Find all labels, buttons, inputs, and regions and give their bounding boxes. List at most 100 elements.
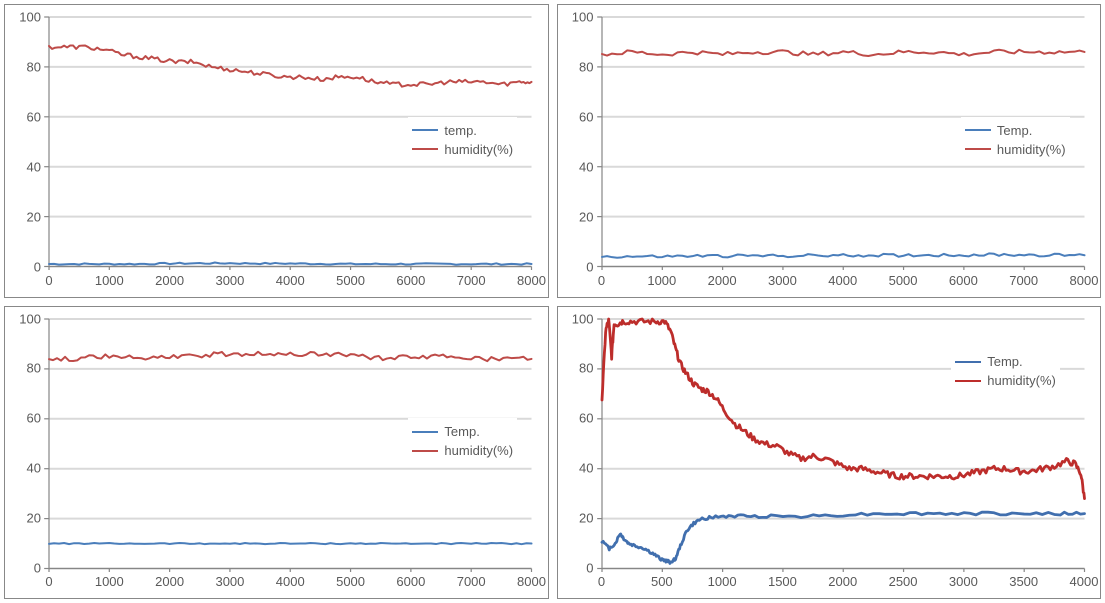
x-tick-label: 1000 bbox=[708, 574, 737, 589]
y-tick-label: 100 bbox=[572, 311, 594, 326]
x-tick-label: 3500 bbox=[1009, 574, 1038, 589]
x-tick-label: 8000 bbox=[517, 574, 546, 589]
legend-item: humidity(%) bbox=[965, 142, 1066, 157]
legend-swatch bbox=[412, 431, 438, 433]
legend-label: Temp. bbox=[444, 424, 479, 439]
y-tick-label: 0 bbox=[586, 259, 593, 274]
x-axis-labels: 010002000300040005000600070008000 bbox=[49, 572, 532, 592]
y-axis-labels: 020406080100 bbox=[568, 319, 598, 569]
legend-label: humidity(%) bbox=[444, 142, 513, 157]
x-tick-label: 8000 bbox=[517, 273, 546, 288]
series-line bbox=[602, 319, 1085, 499]
x-tick-label: 3000 bbox=[215, 273, 244, 288]
y-tick-label: 40 bbox=[579, 461, 593, 476]
legend-item: temp. bbox=[412, 123, 513, 138]
series-line bbox=[602, 512, 1085, 563]
x-tick-label: 5000 bbox=[889, 273, 918, 288]
legend-item: Temp. bbox=[412, 424, 513, 439]
x-axis-labels: 05001000150020002500300035004000 bbox=[602, 572, 1085, 592]
series-line bbox=[49, 351, 532, 360]
x-tick-label: 2500 bbox=[889, 574, 918, 589]
y-tick-label: 20 bbox=[27, 209, 41, 224]
x-tick-label: 3000 bbox=[949, 574, 978, 589]
y-tick-label: 0 bbox=[586, 561, 593, 576]
y-tick-label: 20 bbox=[579, 209, 593, 224]
x-tick-label: 8000 bbox=[1070, 273, 1099, 288]
legend-label: humidity(%) bbox=[987, 373, 1056, 388]
legend-item: Temp. bbox=[965, 123, 1066, 138]
chart-panel-top-left: 0204060801000100020003000400050006000700… bbox=[4, 4, 549, 298]
series-line bbox=[49, 263, 532, 265]
x-tick-label: 0 bbox=[598, 574, 605, 589]
y-tick-label: 20 bbox=[27, 511, 41, 526]
chart-panel-top-right: 0204060801000100020003000400050006000700… bbox=[557, 4, 1102, 298]
charts-grid: 0204060801000100020003000400050006000700… bbox=[4, 4, 1101, 599]
y-axis-labels: 020406080100 bbox=[568, 17, 598, 267]
series-line bbox=[602, 50, 1085, 56]
x-tick-label: 6000 bbox=[396, 574, 425, 589]
y-tick-label: 60 bbox=[579, 411, 593, 426]
x-tick-label: 5000 bbox=[336, 273, 365, 288]
series-line bbox=[49, 542, 532, 543]
legend-swatch bbox=[412, 129, 438, 131]
x-tick-label: 2000 bbox=[708, 273, 737, 288]
x-tick-label: 4000 bbox=[276, 273, 305, 288]
legend-label: Temp. bbox=[987, 354, 1022, 369]
legend-swatch bbox=[965, 129, 991, 131]
legend: Temp. humidity(%) bbox=[961, 117, 1070, 163]
legend: Temp. humidity(%) bbox=[408, 418, 517, 464]
x-tick-label: 4000 bbox=[1070, 574, 1099, 589]
legend-item: humidity(%) bbox=[412, 142, 513, 157]
legend-label: humidity(%) bbox=[444, 443, 513, 458]
x-tick-label: 7000 bbox=[1009, 273, 1038, 288]
x-tick-label: 3000 bbox=[768, 273, 797, 288]
x-tick-label: 7000 bbox=[457, 574, 486, 589]
y-tick-label: 20 bbox=[579, 511, 593, 526]
legend-label: humidity(%) bbox=[997, 142, 1066, 157]
x-tick-label: 7000 bbox=[457, 273, 486, 288]
y-tick-label: 80 bbox=[27, 59, 41, 74]
legend: Temp. humidity(%) bbox=[951, 348, 1060, 394]
x-tick-label: 0 bbox=[598, 273, 605, 288]
legend-item: Temp. bbox=[955, 354, 1056, 369]
y-tick-label: 100 bbox=[572, 10, 594, 25]
x-tick-label: 2000 bbox=[828, 574, 857, 589]
plot-area: Temp. humidity(%) bbox=[602, 17, 1085, 267]
x-tick-label: 1000 bbox=[95, 574, 124, 589]
x-tick-label: 0 bbox=[45, 273, 52, 288]
chart-panel-bottom-left: 0204060801000100020003000400050006000700… bbox=[4, 306, 549, 600]
y-tick-label: 60 bbox=[27, 109, 41, 124]
y-tick-label: 100 bbox=[19, 311, 41, 326]
y-tick-label: 100 bbox=[19, 10, 41, 25]
y-tick-label: 40 bbox=[27, 159, 41, 174]
series-line bbox=[602, 253, 1085, 257]
plot-area: Temp. humidity(%) bbox=[49, 319, 532, 569]
x-tick-label: 5000 bbox=[336, 574, 365, 589]
y-tick-label: 40 bbox=[27, 461, 41, 476]
plot-area: Temp. humidity(%) bbox=[602, 319, 1085, 569]
x-tick-label: 1000 bbox=[95, 273, 124, 288]
x-tick-label: 1000 bbox=[647, 273, 676, 288]
legend-swatch bbox=[965, 148, 991, 150]
y-tick-label: 0 bbox=[34, 259, 41, 274]
y-tick-label: 80 bbox=[579, 59, 593, 74]
legend-item: humidity(%) bbox=[412, 443, 513, 458]
legend-swatch bbox=[955, 380, 981, 383]
legend: temp. humidity(%) bbox=[408, 117, 517, 163]
x-axis-labels: 010002000300040005000600070008000 bbox=[602, 271, 1085, 291]
y-tick-label: 60 bbox=[27, 411, 41, 426]
x-tick-label: 6000 bbox=[949, 273, 978, 288]
x-tick-label: 3000 bbox=[215, 574, 244, 589]
legend-swatch bbox=[412, 148, 438, 150]
legend-swatch bbox=[412, 450, 438, 452]
plot-area: temp. humidity(%) bbox=[49, 17, 532, 267]
legend-swatch bbox=[955, 361, 981, 364]
y-tick-label: 80 bbox=[27, 361, 41, 376]
legend-label: temp. bbox=[444, 123, 477, 138]
y-tick-label: 40 bbox=[579, 159, 593, 174]
legend-item: humidity(%) bbox=[955, 373, 1056, 388]
x-tick-label: 2000 bbox=[155, 273, 184, 288]
x-axis-labels: 010002000300040005000600070008000 bbox=[49, 271, 532, 291]
x-tick-label: 4000 bbox=[276, 574, 305, 589]
x-tick-label: 0 bbox=[45, 574, 52, 589]
